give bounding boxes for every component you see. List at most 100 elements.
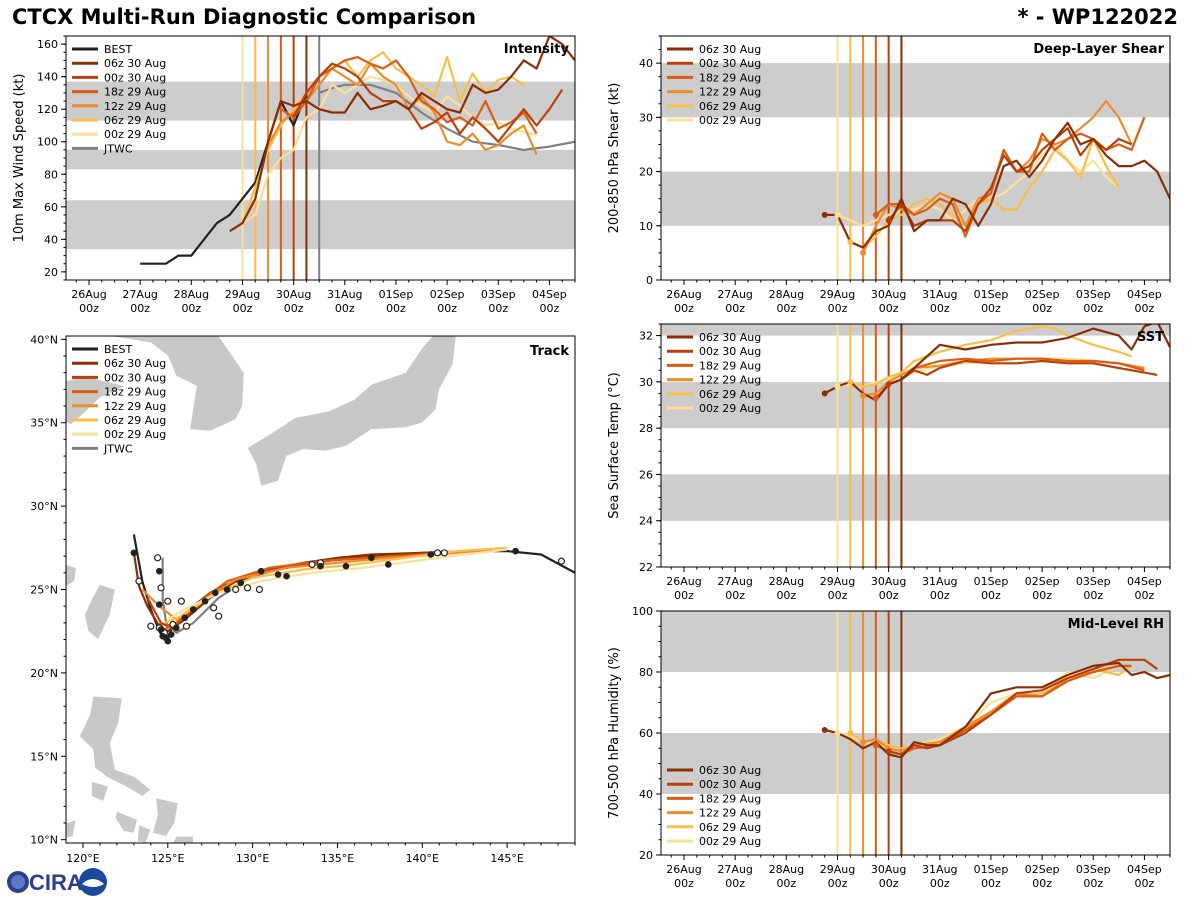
legend-label: 12z 29 Aug <box>104 100 166 113</box>
series-line-00z-30-aug <box>888 658 1158 756</box>
x-tick-hour: 00z <box>776 589 796 602</box>
y-axis-label: 10m Max Wind Speed (kt) <box>12 74 27 243</box>
x-tick-label: 01Sep <box>974 863 1009 876</box>
y-tick-label: 30 <box>639 376 653 389</box>
x-tick-label: 29Aug <box>820 863 855 876</box>
x-tick-label: 140°E <box>406 852 439 865</box>
x-tick-label: 26Aug <box>666 575 701 588</box>
shear-plot-area <box>661 36 1170 280</box>
legend-label: 00z 30 Aug <box>699 57 761 70</box>
land-shape <box>79 695 152 797</box>
track-marker-filled <box>342 562 350 570</box>
y-tick-label: 40 <box>639 788 653 801</box>
x-tick-hour: 00z <box>930 877 950 890</box>
legend-label: 06z 29 Aug <box>104 114 166 127</box>
y-tick-label: 160 <box>37 38 58 51</box>
y-tick-label: 40 <box>639 57 653 70</box>
init-point <box>872 211 879 218</box>
x-tick-label: 03Sep <box>481 288 516 301</box>
series-line-06z-29-aug <box>849 137 1120 249</box>
y-tick-label: 26 <box>639 468 653 481</box>
track-marker-open <box>147 622 155 630</box>
init-point <box>860 249 867 256</box>
track-marker-filled <box>167 631 175 638</box>
shade-band <box>661 381 1170 429</box>
shear-panel: 01020304026Aug00z27Aug00z28Aug00z29Aug00… <box>607 35 1171 315</box>
x-tick-hour: 00z <box>930 589 950 602</box>
init-point <box>860 739 867 746</box>
series-line-18z-29-aug <box>280 55 538 135</box>
x-tick-label: 28Aug <box>769 863 804 876</box>
track-marker-filled <box>237 579 245 587</box>
track-marker-open <box>255 585 264 594</box>
series-line-06z-30-aug <box>824 661 1170 759</box>
init-point <box>885 748 892 755</box>
x-tick-hour: 00z <box>1032 877 1052 890</box>
y-tick-label: 24 <box>639 515 653 528</box>
x-tick-hour: 00z <box>725 589 745 602</box>
legend-label: 06z 29 Aug <box>699 388 761 401</box>
x-tick-label: 31Aug <box>327 288 362 301</box>
x-tick-hour: 00z <box>540 302 560 315</box>
y-tick-label: 30°N <box>30 500 58 513</box>
x-tick-label: 02Sep <box>1025 575 1060 588</box>
legend-label: 06z 29 Aug <box>104 414 166 427</box>
x-tick-hour: 00z <box>1083 877 1103 890</box>
track-marker-filled <box>130 549 138 557</box>
legend-label: 06z 29 Aug <box>699 100 761 113</box>
land-shape <box>84 584 116 640</box>
series-line-06z-29-aug <box>849 325 1132 388</box>
series-line-06z-30-aug <box>824 121 1170 249</box>
init-point <box>885 381 892 388</box>
x-tick-label: 04Sep <box>1127 863 1162 876</box>
legend-label: 12z 29 Aug <box>699 374 761 387</box>
x-tick-hour: 00z <box>879 877 899 890</box>
y-tick-label: 100 <box>37 136 58 149</box>
x-tick-label: 29Aug <box>820 288 855 301</box>
track-marker-open <box>210 604 218 612</box>
x-tick-hour: 00z <box>879 589 899 602</box>
y-axis-label: 700-500 hPa Humidity (%) <box>607 647 622 819</box>
legend-label: 00z 29 Aug <box>699 114 761 127</box>
x-tick-hour: 00z <box>674 589 694 602</box>
y-tick-label: 32 <box>639 330 653 343</box>
y-tick-label: 60 <box>639 727 653 740</box>
track-marker-open <box>135 577 143 585</box>
y-tick-label: 40°N <box>30 333 58 346</box>
track-marker-open <box>215 612 223 620</box>
x-tick-hour: 00z <box>335 302 355 315</box>
rh-panel: 2040608010026Aug00z27Aug00z28Aug00z29Aug… <box>607 605 1171 890</box>
x-tick-hour: 00z <box>437 302 457 315</box>
legend-label: 12z 29 Aug <box>104 400 166 413</box>
x-tick-label: 30Aug <box>871 288 906 301</box>
chart-title: CTCX Multi-Run Diagnostic Comparison <box>12 5 477 29</box>
track-line-00z-29-aug <box>167 548 508 621</box>
x-tick-label: 26Aug <box>71 288 106 301</box>
legend-label: 00z 29 Aug <box>104 128 166 141</box>
legend-label: 18z 29 Aug <box>104 386 166 399</box>
shade-band <box>661 171 1170 226</box>
intensity-panel: 2040608010012014016026Aug00z27Aug00z28Au… <box>12 35 576 315</box>
series-line-00z-29-aug <box>241 75 537 225</box>
logo-text: CIRA <box>29 870 83 895</box>
track-marker-filled <box>156 601 163 608</box>
track-panel: 120°E 125°E 130°E 135°E 140°E 145°E 10°N 15°N 20… <box>30 333 576 865</box>
x-tick-hour: 00z <box>981 877 1001 890</box>
x-tick-label: 30Aug <box>871 863 906 876</box>
land-shape <box>247 336 457 487</box>
track-marker-filled <box>512 547 519 555</box>
x-tick-label: 120°E <box>66 852 99 865</box>
init-point <box>885 217 892 224</box>
x-tick-hour: 00z <box>284 302 304 315</box>
x-tick-hour: 00z <box>1135 877 1155 890</box>
shade-band <box>66 149 575 170</box>
init-point <box>860 392 867 399</box>
y-tick-label: 35°N <box>30 417 58 430</box>
x-tick-hour: 00z <box>488 302 508 315</box>
x-tick-hour: 00z <box>130 302 150 315</box>
panel-title: SST <box>1137 330 1164 345</box>
storm-id: * - WP122022 <box>1017 5 1178 29</box>
x-tick-label: 29Aug <box>225 288 260 301</box>
x-tick-hour: 00z <box>879 302 899 315</box>
track-marker-open <box>433 549 442 557</box>
